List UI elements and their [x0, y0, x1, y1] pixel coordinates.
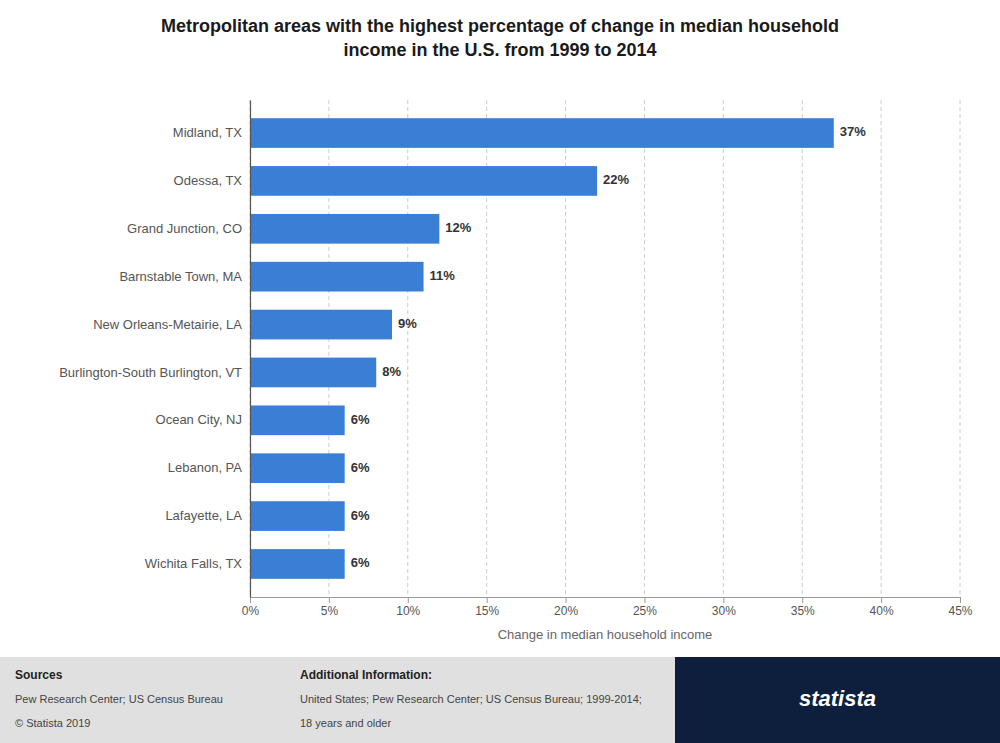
grid-line: [881, 100, 882, 597]
tick-label: 35%: [791, 604, 815, 618]
tick-mark: [566, 597, 567, 603]
grid-line: [960, 100, 961, 597]
tick: 35%: [791, 597, 815, 618]
tick-mark: [487, 597, 488, 603]
annotation: United States; Pew Research Center; US C…: [300, 693, 642, 705]
annotation: © Statista 2019: [15, 717, 90, 729]
tick-label: 5%: [321, 604, 339, 618]
title-line: Metropolitan areas with the highest perc…: [161, 16, 839, 36]
tick-label: Burlington-South Burlington, VT: [59, 365, 242, 380]
tick: New Orleans-Metairie, LA: [93, 317, 242, 332]
data-label: 6%: [351, 460, 370, 475]
data-label: 6%: [351, 412, 370, 427]
chart: Metropolitan areas with the highest perc…: [0, 0, 1000, 743]
tick: 5%: [321, 597, 339, 618]
grid-line: [644, 100, 645, 597]
grid-line: [802, 100, 803, 597]
data-label: 8%: [382, 364, 401, 379]
annotation: Additional Information:: [300, 668, 432, 682]
tick: Grand Junction, CO: [127, 221, 242, 236]
tick-mark: [960, 597, 961, 603]
tick: Ocean City, NJ: [156, 412, 242, 427]
axis-line: [251, 597, 961, 598]
tick-label: 15%: [475, 604, 499, 618]
tick: Wichita Falls, TX: [145, 556, 243, 571]
bar: [250, 501, 345, 531]
data-label: 9%: [398, 316, 417, 331]
annotation: Sources: [15, 668, 63, 682]
footer-background: [0, 657, 1000, 743]
grid-line: [250, 100, 251, 597]
tick: Barnstable Town, MA: [119, 269, 242, 284]
grid-line: [723, 100, 724, 597]
x-axis: 0% 5% 10% 15% 20% 25% 30% 35% 40% 45%: [242, 597, 973, 618]
bar: [250, 549, 345, 579]
bar: [250, 118, 834, 148]
bars: [250, 118, 834, 579]
tick-mark: [250, 597, 251, 603]
tick: 0%: [242, 597, 260, 618]
tick-label: Wichita Falls, TX: [145, 556, 243, 571]
annotation: statista: [799, 686, 876, 711]
tick: Burlington-South Burlington, VT: [59, 365, 242, 380]
bar: [250, 214, 439, 244]
tick-mark: [723, 597, 724, 603]
footer: Sources Pew Research Center; US Census Bu…: [0, 657, 1000, 743]
data-label: 6%: [351, 508, 370, 523]
tick-label: Barnstable Town, MA: [119, 269, 242, 284]
tick-label: Odessa, TX: [174, 173, 243, 188]
annotation: Pew Research Center; US Census Bureau: [15, 693, 223, 705]
tick-label: Lebanon, PA: [168, 460, 243, 475]
tick-label: 45%: [948, 604, 972, 618]
tick: 15%: [475, 597, 499, 618]
tick-label: 20%: [554, 604, 578, 618]
bar: [250, 310, 392, 340]
tick-mark: [408, 597, 409, 603]
bar: [250, 405, 345, 435]
tick-mark: [881, 597, 882, 603]
tick: Lebanon, PA: [168, 460, 243, 475]
tick: 45%: [948, 597, 972, 618]
tick-mark: [329, 597, 330, 603]
data-label: 12%: [445, 220, 471, 235]
title-line: income in the U.S. from 1999 to 2014: [343, 40, 656, 60]
tick-label: 25%: [633, 604, 657, 618]
tick-label: 0%: [242, 604, 260, 618]
tick: Lafayette, LA: [165, 508, 242, 523]
tick: 40%: [870, 597, 894, 618]
y-axis: Wichita Falls, TX Lafayette, LA Lebanon, P…: [59, 101, 250, 598]
tick-mark: [644, 597, 645, 603]
tick-label: Grand Junction, CO: [127, 221, 242, 236]
tick: 25%: [633, 597, 657, 618]
data-label: 11%: [430, 268, 456, 283]
data-labels: 6% 6% 6% 6% 8% 9% 11% 12% 22% 37%: [351, 124, 867, 570]
title: Metropolitan areas with the highest perc…: [161, 16, 839, 60]
grid: [250, 100, 960, 597]
tick-label: 40%: [870, 604, 894, 618]
x-axis-label: Change in median household income: [498, 627, 713, 642]
tick-label: Lafayette, LA: [165, 508, 242, 523]
tick: 30%: [712, 597, 736, 618]
plot: 6% 6% 6% 6% 8% 9% 11% 12% 22% 37% 0% 5% 10% 15% 20% 25%…: [59, 100, 973, 642]
bar: [250, 262, 424, 292]
tick-mark: [802, 597, 803, 603]
tick: 20%: [554, 597, 578, 618]
brand-panel: [675, 657, 1000, 743]
tick-label: New Orleans-Metairie, LA: [93, 317, 242, 332]
data-label: 6%: [351, 555, 370, 570]
tick-label: Ocean City, NJ: [156, 412, 242, 427]
data-label: 37%: [840, 124, 866, 139]
tick-label: 10%: [396, 604, 420, 618]
annotation: 18 years and older: [300, 717, 391, 729]
tick: 10%: [396, 597, 420, 618]
bar: [250, 166, 597, 196]
axis-line: [250, 101, 251, 598]
tick-label: 30%: [712, 604, 736, 618]
bar: [250, 358, 376, 388]
tick: Midland, TX: [173, 125, 242, 140]
data-label: 22%: [603, 172, 629, 187]
tick: Odessa, TX: [174, 173, 243, 188]
tick-label: Midland, TX: [173, 125, 242, 140]
bar: [250, 453, 345, 483]
